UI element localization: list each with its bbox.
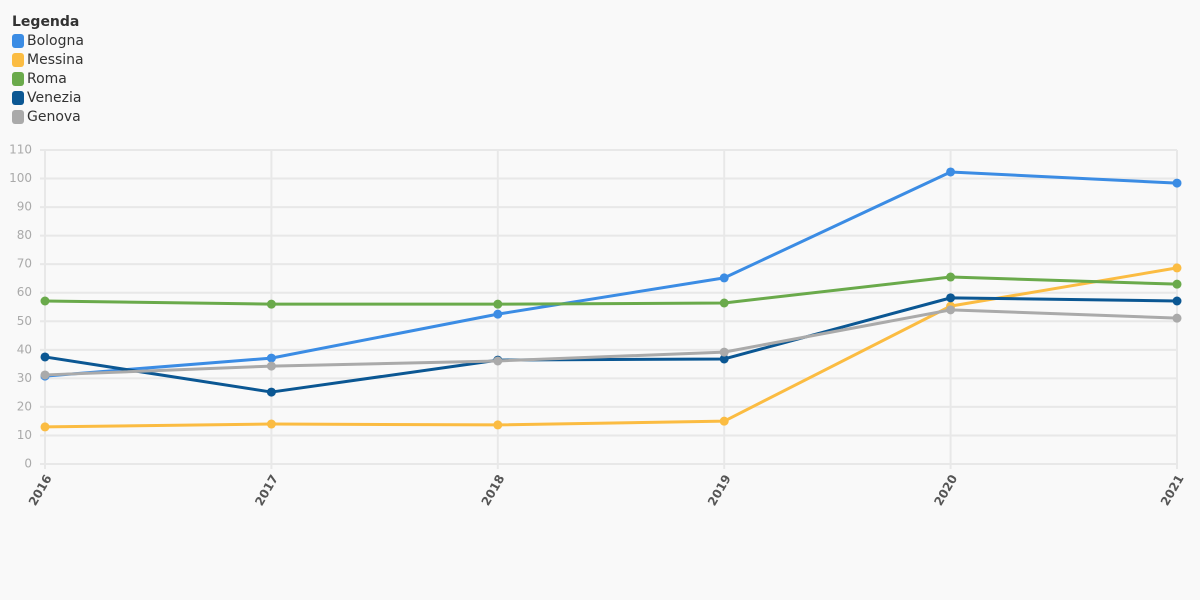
data-point (719, 416, 729, 426)
series-line (44, 308, 1178, 377)
legend-label: Venezia (27, 90, 81, 106)
series-line (44, 170, 1178, 378)
y-tick-label: 90 (17, 200, 32, 214)
legend-title: Legenda (12, 14, 79, 30)
data-point (493, 309, 503, 319)
y-tick-label: 0 (24, 457, 32, 471)
legend-swatch (12, 53, 24, 67)
data-point (493, 356, 503, 366)
data-point (946, 305, 956, 315)
data-point (946, 167, 956, 177)
legend-swatch (12, 34, 24, 48)
legend-swatch (12, 110, 24, 124)
y-tick-label: 40 (17, 342, 32, 356)
legend-label: Messina (27, 52, 84, 68)
series-line (44, 275, 1178, 306)
data-point (719, 273, 729, 283)
data-point (719, 347, 729, 357)
series-line (44, 296, 1178, 394)
data-point (1172, 296, 1182, 306)
y-tick-label: 110 (9, 143, 32, 157)
y-tick-label: 20 (17, 399, 32, 413)
data-point (946, 293, 956, 303)
legend-label: Roma (27, 71, 67, 87)
y-tick-label: 60 (17, 285, 32, 299)
legend-label: Genova (27, 109, 81, 125)
data-point (40, 296, 50, 306)
data-point (40, 422, 50, 432)
legend-swatch (12, 72, 24, 86)
data-point (40, 370, 50, 380)
legend-label: Bologna (27, 33, 84, 49)
data-point (1172, 279, 1182, 289)
y-tick-label: 80 (17, 228, 32, 242)
y-tick-label: 100 (9, 171, 32, 185)
data-point (266, 299, 276, 309)
y-tick-label: 70 (17, 257, 32, 271)
data-point (719, 354, 729, 364)
y-tick-label: 30 (17, 371, 32, 385)
plot (40, 167, 1182, 432)
data-point (1172, 178, 1182, 188)
data-point (1172, 263, 1182, 273)
data-point (40, 352, 50, 362)
y-tick-label: 50 (17, 314, 32, 328)
data-point (1172, 313, 1182, 323)
data-point (493, 299, 503, 309)
data-point (719, 298, 729, 308)
legend: Bologna Messina Roma Venezia Genova (12, 33, 84, 125)
data-point (266, 387, 276, 397)
data-point (493, 420, 503, 430)
y-tick-label: 10 (17, 428, 32, 442)
data-point (266, 419, 276, 429)
data-point (266, 361, 276, 371)
legend-swatch (12, 91, 24, 105)
data-point (266, 353, 276, 363)
data-point (946, 272, 956, 282)
